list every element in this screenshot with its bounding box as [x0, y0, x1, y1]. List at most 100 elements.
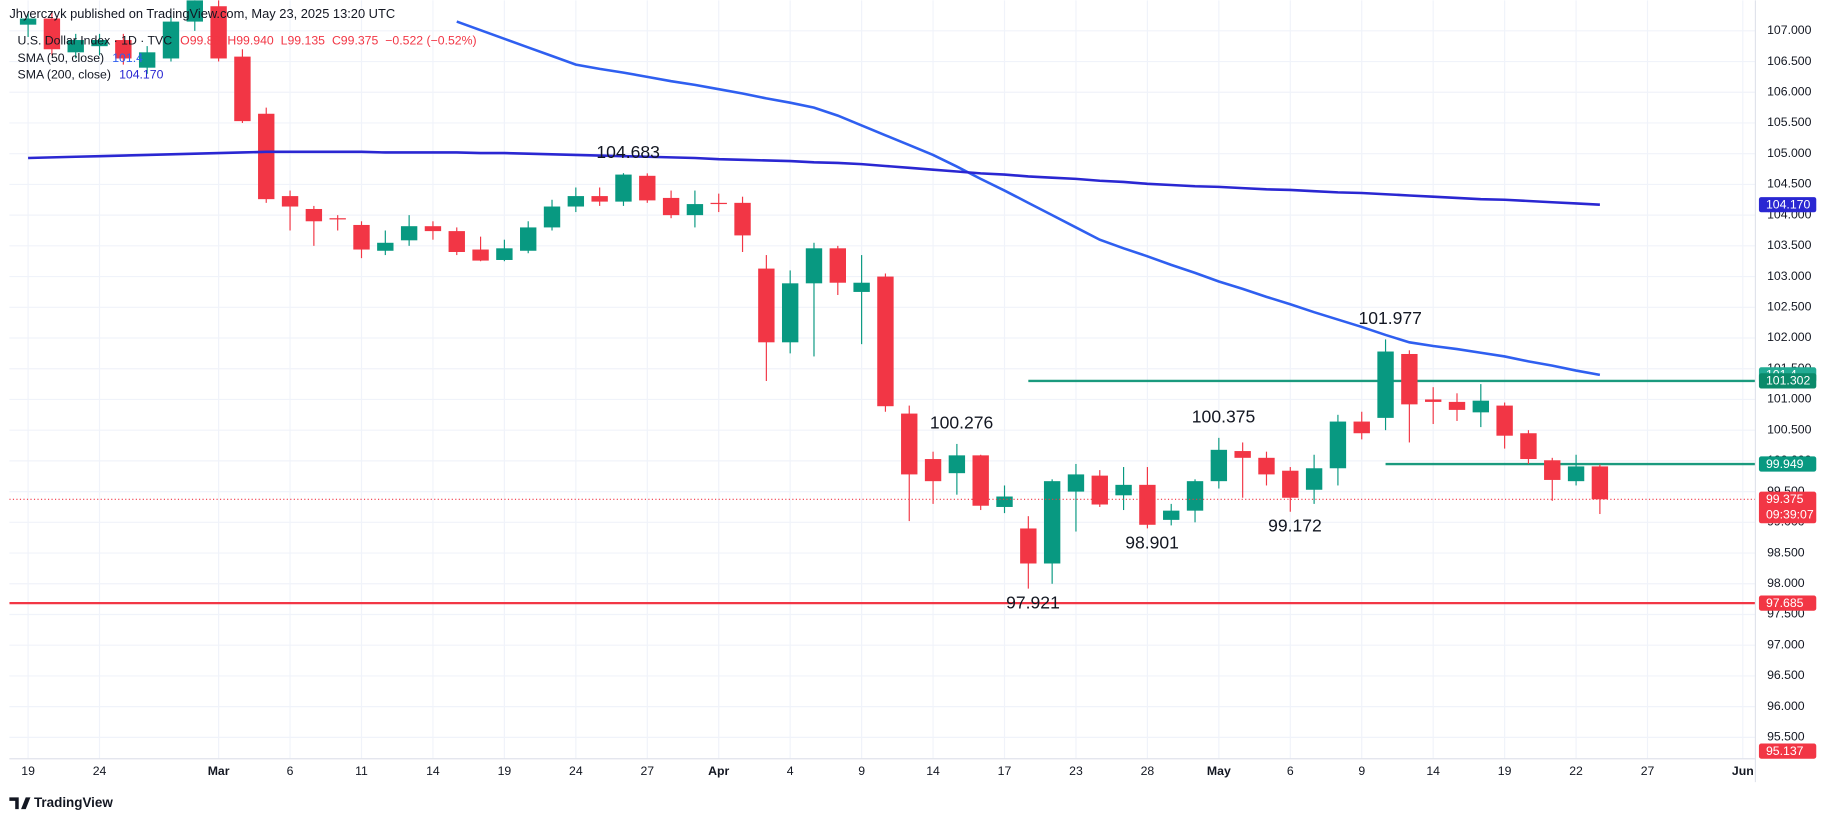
brand-logo: TradingView — [9, 795, 113, 810]
candle-body — [91, 40, 108, 47]
price-annotation: 99.172 — [1268, 516, 1322, 536]
candle-body — [1520, 433, 1537, 460]
candle-body — [1186, 481, 1204, 511]
y-tick-label: 105.500 — [1767, 115, 1812, 129]
legend-high: H99.940 — [227, 34, 274, 48]
candle-body — [781, 283, 799, 343]
x-tick-label: 19 — [1498, 764, 1512, 778]
candle-body — [710, 202, 727, 205]
x-tick-label: 6 — [287, 764, 294, 778]
x-tick-label: 14 — [1426, 764, 1440, 778]
y-tick-label: 96.500 — [1767, 668, 1805, 682]
candle-body — [948, 455, 966, 474]
legend-sma200-value: 104.170 — [119, 68, 164, 82]
candle-body — [329, 218, 346, 220]
y-tick-label: 107.000 — [1767, 23, 1812, 37]
price-label-box — [1758, 743, 1817, 759]
y-tick-label: 97.000 — [1767, 637, 1805, 651]
x-tick-label: 24 — [93, 764, 107, 778]
candle-body — [1424, 399, 1442, 402]
y-tick-label: 95.500 — [1767, 730, 1805, 744]
x-tick-label: 9 — [1358, 764, 1365, 778]
price-annotation: 104.683 — [596, 142, 659, 162]
candle-body — [1496, 405, 1513, 436]
brand-name: TradingView — [34, 795, 113, 810]
y-tick-label: 106.000 — [1767, 85, 1812, 99]
candle-body — [1234, 451, 1251, 458]
candle-body — [853, 282, 870, 292]
candle-body — [1043, 481, 1061, 564]
price-annotation: 101.977 — [1359, 308, 1422, 328]
price-annotation: 97.921 — [1006, 592, 1060, 612]
candle-body — [67, 40, 84, 53]
x-tick-label: 14 — [426, 764, 440, 778]
candle-body — [43, 18, 61, 50]
sma-line — [456, 20, 1601, 377]
legend-sma50: SMA (50, close) 101.4 — [18, 51, 144, 65]
price-label: 97.685 — [1766, 596, 1804, 610]
x-tick-label: 6 — [1287, 764, 1294, 778]
candle-body — [1163, 510, 1180, 520]
candle-body — [686, 204, 704, 216]
legend-sma50-value: 101.4 — [112, 51, 143, 65]
candle-body — [353, 224, 370, 250]
price-label: 104.170 — [1766, 198, 1811, 212]
candle-body — [281, 196, 299, 207]
x-tick-label: May — [1207, 764, 1231, 778]
candle-body — [19, 18, 37, 25]
candle-body — [662, 197, 680, 216]
candle-body — [996, 496, 1013, 507]
price-annotation: 100.375 — [1192, 407, 1256, 427]
x-tick-label: 4 — [787, 764, 794, 778]
candle-body — [639, 175, 656, 201]
candle-body — [1258, 457, 1275, 475]
x-tick-label: 19 — [498, 764, 512, 778]
y-tick-label: 102.500 — [1767, 300, 1812, 314]
candle-body — [448, 231, 465, 252]
legend-symbol: U.S. Dollar Index · 1D · TVC — [18, 34, 173, 48]
overlay: 104.683 100.276 97.921 98.901 100.375 99.172 1… — [596, 142, 1817, 759]
candle-body — [1353, 421, 1370, 434]
candle-body — [1448, 401, 1466, 410]
y-tick-label: 104.500 — [1767, 177, 1812, 191]
candle-body — [377, 242, 394, 251]
y-tick-label: 105.000 — [1767, 146, 1812, 160]
price-label: 101.302 — [1766, 374, 1811, 388]
price-label-box — [1758, 373, 1817, 389]
candle-body — [186, 0, 203, 22]
candle-body — [1091, 475, 1108, 505]
price-annotation: 100.276 — [930, 413, 993, 433]
candle-body — [520, 227, 537, 251]
price-label: 99.949 — [1766, 457, 1804, 471]
candle-body — [1020, 528, 1037, 564]
legend-sma200-name: SMA (200, close) — [18, 68, 111, 82]
price-annotation: 98.901 — [1125, 532, 1179, 552]
candle-body — [1210, 449, 1228, 482]
y-tick-label: 98.000 — [1767, 576, 1805, 590]
legend-change: −0.522 (−0.52%) — [385, 34, 476, 48]
candle-body — [258, 113, 275, 200]
candle-body — [1401, 353, 1418, 405]
candle-body — [591, 196, 608, 202]
legend-close: C99.375 — [332, 34, 379, 48]
price-label-box — [1758, 491, 1817, 524]
candle-body — [877, 276, 894, 407]
legend-open: O99.88 — [180, 34, 220, 48]
candle-body — [472, 249, 489, 261]
y-tick-label: 96.000 — [1767, 699, 1805, 713]
y-tick-label: 100.500 — [1767, 422, 1812, 436]
price-label-sub: 09:39:07 — [1766, 507, 1814, 521]
candle-body — [424, 226, 442, 232]
x-tick-label: Jun — [1732, 764, 1754, 778]
y-tick-label: 102.000 — [1767, 330, 1812, 344]
price-label-box — [1758, 197, 1817, 213]
y-tick-label: 106.500 — [1767, 54, 1812, 68]
x-tick-label: 11 — [355, 764, 368, 778]
y-tick-label: 103.500 — [1767, 238, 1812, 252]
x-tick-label: 28 — [1141, 764, 1155, 778]
x-tick-label: 24 — [569, 764, 583, 778]
x-tick-label: 19 — [21, 764, 35, 778]
candle-body — [496, 248, 513, 260]
header: Jhyerczyk published on TradingView.com, … — [9, 6, 395, 21]
